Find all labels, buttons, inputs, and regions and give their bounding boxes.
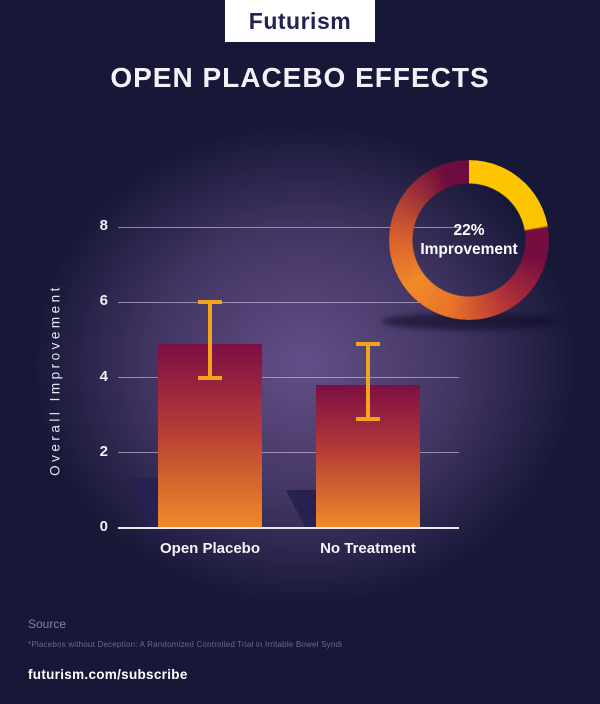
error-bar-stem — [366, 343, 370, 419]
y-tick-label: 8 — [99, 217, 108, 234]
error-bar-cap — [356, 341, 380, 346]
subscribe-link: futurism.com/subscribe — [28, 667, 188, 682]
error-bar-stem — [208, 302, 212, 378]
donut-center-label: 22% Improvement — [389, 160, 549, 320]
gridline — [118, 377, 459, 378]
donut-shadow — [381, 313, 557, 330]
donut-percent-label: 22% — [453, 222, 485, 239]
gridline — [118, 452, 459, 454]
y-tick-label: 2 — [99, 442, 108, 460]
error-bar-cap — [198, 300, 222, 305]
source-citation: *Placebos without Deception: A Randomize… — [28, 640, 343, 649]
x-category-label: Open Placebo — [159, 540, 261, 557]
x-category-label: No Treatment — [320, 540, 416, 557]
donut-chart: 22% Improvement — [381, 160, 557, 330]
donut-improvement-label: Improvement — [420, 241, 518, 258]
error-bar-cap — [198, 375, 222, 380]
y-tick-label: 4 — [99, 367, 108, 385]
futurism-logo: Futurism — [225, 0, 375, 42]
bar-shadow — [128, 478, 158, 528]
bar-shadow — [286, 490, 316, 528]
page-title: OPEN PLACEBO EFFECTS — [110, 62, 490, 93]
y-axis-title: Overall Improvement — [47, 284, 63, 476]
futurism-logo-text: Futurism — [248, 7, 352, 34]
y-tick-label: 0 — [99, 518, 108, 535]
error-bar-cap — [356, 416, 380, 421]
gridline — [118, 301, 459, 303]
x-axis-line — [118, 527, 459, 529]
source-label: Source — [28, 617, 67, 631]
donut-ring — [389, 160, 549, 320]
y-tick-label: 6 — [99, 292, 108, 310]
bar-chart-plot-area: 8 6 4 2 0 Open Placebo No Treatment — [100, 217, 459, 557]
gridline — [118, 226, 459, 228]
